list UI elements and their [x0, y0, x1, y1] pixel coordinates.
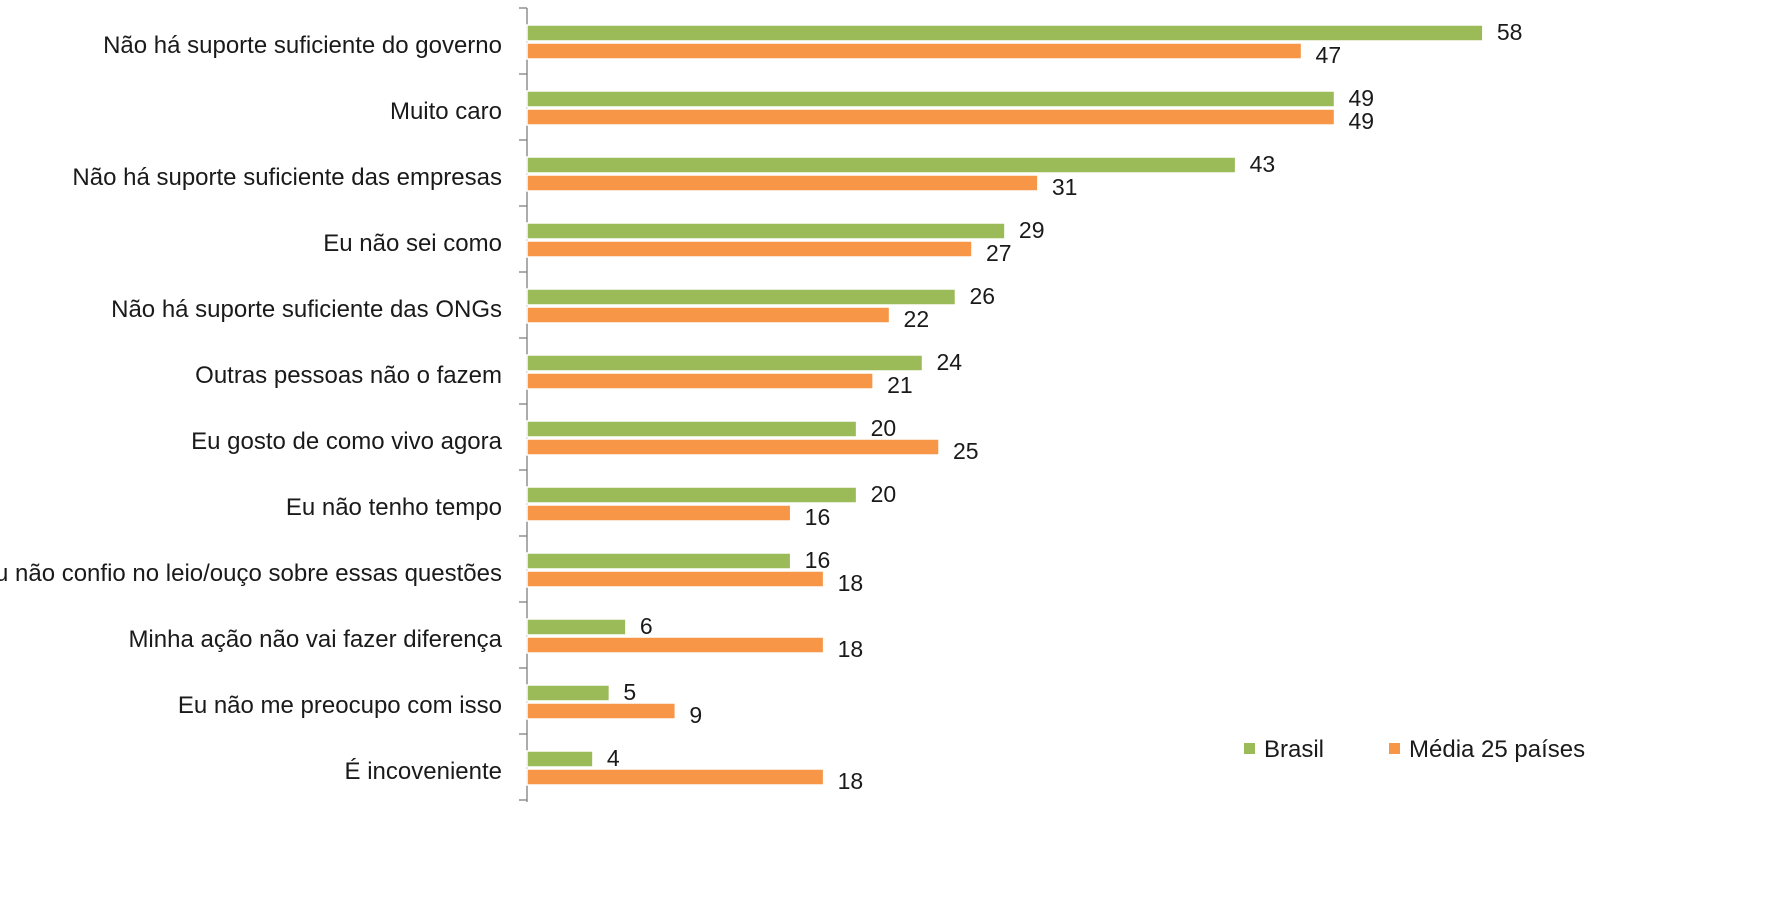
data-label: 29 — [1019, 217, 1045, 243]
category-label: Eu não sei como — [323, 230, 502, 257]
data-label: 31 — [1052, 174, 1078, 200]
legend: Brasil Média 25 países — [1244, 736, 1585, 763]
legend-label: Brasil — [1264, 736, 1324, 763]
data-label: 20 — [871, 415, 897, 441]
data-label: 22 — [904, 306, 930, 332]
data-label: 4 — [607, 745, 620, 771]
data-label: 18 — [838, 570, 864, 596]
data-labels: 5847494943312927262224212025201616186185… — [607, 19, 1523, 794]
bar-media-25-paises — [526, 438, 940, 456]
data-label: 18 — [838, 636, 864, 662]
bar-media-25-paises — [526, 108, 1336, 126]
bar-media-25-paises — [526, 504, 792, 522]
category-label: Não há suporte suficiente das empresas — [72, 164, 502, 191]
legend-swatch — [1389, 743, 1400, 754]
data-label: 49 — [1349, 108, 1375, 134]
bar-media-25-paises — [526, 636, 825, 654]
category-label: Minha ação não vai fazer diferença — [128, 626, 502, 653]
data-label: 27 — [986, 240, 1012, 266]
data-label: 26 — [969, 283, 995, 309]
category-label: Eu não confio no leio/ouço sobre essas q… — [0, 560, 502, 587]
bar-brasil — [526, 684, 611, 702]
data-label: 43 — [1250, 151, 1276, 177]
bar-media-25-paises — [526, 702, 677, 720]
legend-label: Média 25 países — [1409, 736, 1585, 763]
bar-brasil — [526, 24, 1484, 42]
category-label: Eu não me preocupo com isso — [178, 692, 502, 719]
category-labels: Não há suporte suficiente do governo Muit… — [0, 32, 503, 785]
data-label: 6 — [640, 613, 653, 639]
bar-media-25-paises — [526, 570, 825, 588]
bar-brasil — [526, 552, 792, 570]
category-label: Eu gosto de como vivo agora — [191, 428, 503, 455]
bar-brasil — [526, 618, 627, 636]
bar-brasil — [526, 420, 858, 438]
data-label: 21 — [887, 372, 913, 398]
data-label: 25 — [953, 438, 979, 464]
y-axis — [519, 7, 528, 802]
bar-media-25-paises — [526, 42, 1303, 60]
data-label: 16 — [805, 504, 831, 530]
bar-brasil — [526, 156, 1237, 174]
category-label: Muito caro — [390, 98, 502, 125]
bar-brasil — [526, 288, 957, 306]
bar-media-25-paises — [526, 174, 1039, 192]
category-label: É incoveniente — [345, 758, 502, 785]
legend-swatch — [1244, 743, 1255, 754]
data-label: 5 — [623, 679, 636, 705]
bar-brasil — [526, 90, 1336, 108]
data-label: 58 — [1497, 19, 1523, 45]
data-label: 9 — [689, 702, 702, 728]
data-label: 20 — [871, 481, 897, 507]
bar-media-25-paises — [526, 306, 891, 324]
category-label: Outras pessoas não o fazem — [195, 362, 502, 389]
data-label: 49 — [1349, 85, 1375, 111]
bar-brasil — [526, 222, 1006, 240]
data-label: 24 — [937, 349, 963, 375]
bar-media-25-paises — [526, 768, 825, 786]
category-label: Eu não tenho tempo — [286, 494, 502, 521]
bars — [526, 24, 1484, 786]
bar-brasil — [526, 486, 858, 504]
bar-media-25-paises — [526, 240, 973, 258]
data-label: 16 — [805, 547, 831, 573]
category-label: Não há suporte suficiente das ONGs — [111, 296, 502, 323]
bar-brasil — [526, 750, 594, 768]
bar-brasil — [526, 354, 924, 372]
data-label: 18 — [838, 768, 864, 794]
bar-media-25-paises — [526, 372, 874, 390]
category-label: Não há suporte suficiente do governo — [103, 32, 502, 59]
data-label: 47 — [1316, 42, 1342, 68]
